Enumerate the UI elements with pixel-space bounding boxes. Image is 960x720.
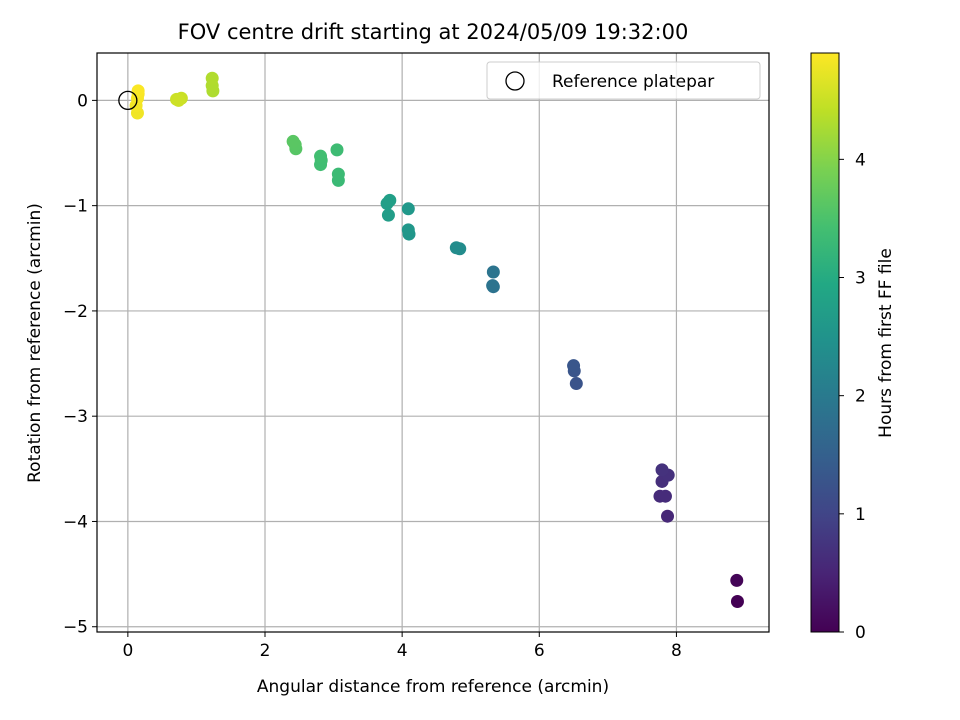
scatter-points [129, 71, 744, 608]
y-tick-label: −1 [63, 197, 88, 217]
y-tick-label: −2 [63, 302, 88, 322]
legend-reference-marker [505, 71, 525, 91]
chart-title: FOV centre drift starting at 2024/05/09 … [178, 20, 689, 44]
x-axis-ticks: 0 2 4 6 8 [122, 632, 682, 661]
data-point [205, 71, 219, 85]
x-tick-label: 2 [260, 641, 271, 661]
plot-frame [96, 52, 770, 633]
data-point [730, 594, 744, 608]
y-tick-label: −3 [63, 407, 88, 427]
colorbar-tick-label: 4 [855, 150, 866, 170]
colorbar-tick-label: 3 [855, 269, 866, 289]
data-point [286, 134, 300, 148]
data-point [331, 167, 345, 181]
grid-lines [97, 53, 769, 632]
colorbar [810, 52, 840, 633]
data-point [131, 84, 145, 98]
y-tick-label: −5 [63, 618, 88, 638]
reference-platepar-marker [118, 90, 138, 111]
data-point [655, 463, 669, 477]
y-axis-label: Rotation from reference (arcmin) [25, 203, 45, 483]
y-axis-ticks: 0 −1 −2 −3 −4 −5 [63, 91, 97, 638]
legend-box [486, 61, 761, 100]
data-point [730, 573, 744, 587]
colorbar-tick-label: 1 [855, 505, 866, 525]
reference-marker-layer [118, 90, 138, 111]
x-tick-label: 4 [397, 641, 408, 661]
data-point [567, 359, 581, 373]
legend: Reference platepar [486, 61, 761, 100]
data-point [661, 509, 675, 523]
x-tick-label: 6 [534, 641, 545, 661]
data-point [569, 377, 583, 391]
data-point [486, 265, 500, 279]
x-axis-label: Angular distance from reference (arcmin) [257, 677, 609, 697]
data-point [330, 143, 344, 157]
data-point [383, 193, 397, 207]
data-point [172, 93, 186, 107]
data-point [449, 241, 463, 255]
data-point [486, 279, 500, 293]
colorbar-tick-label: 0 [855, 623, 866, 643]
x-tick-label: 8 [671, 641, 682, 661]
data-point [314, 149, 328, 163]
data-point [658, 489, 672, 503]
data-point [381, 208, 395, 222]
x-tick-label: 0 [122, 641, 133, 661]
data-point [401, 202, 415, 216]
colorbar-ticks: 0 1 2 3 4 [839, 150, 866, 643]
y-tick-label: −4 [63, 512, 88, 532]
y-tick-label: 0 [77, 91, 88, 111]
colorbar-tick-label: 2 [855, 387, 866, 407]
data-point [401, 223, 415, 237]
legend-label: Reference platepar [552, 72, 714, 92]
colorbar-label: Hours from first FF file [876, 248, 896, 438]
